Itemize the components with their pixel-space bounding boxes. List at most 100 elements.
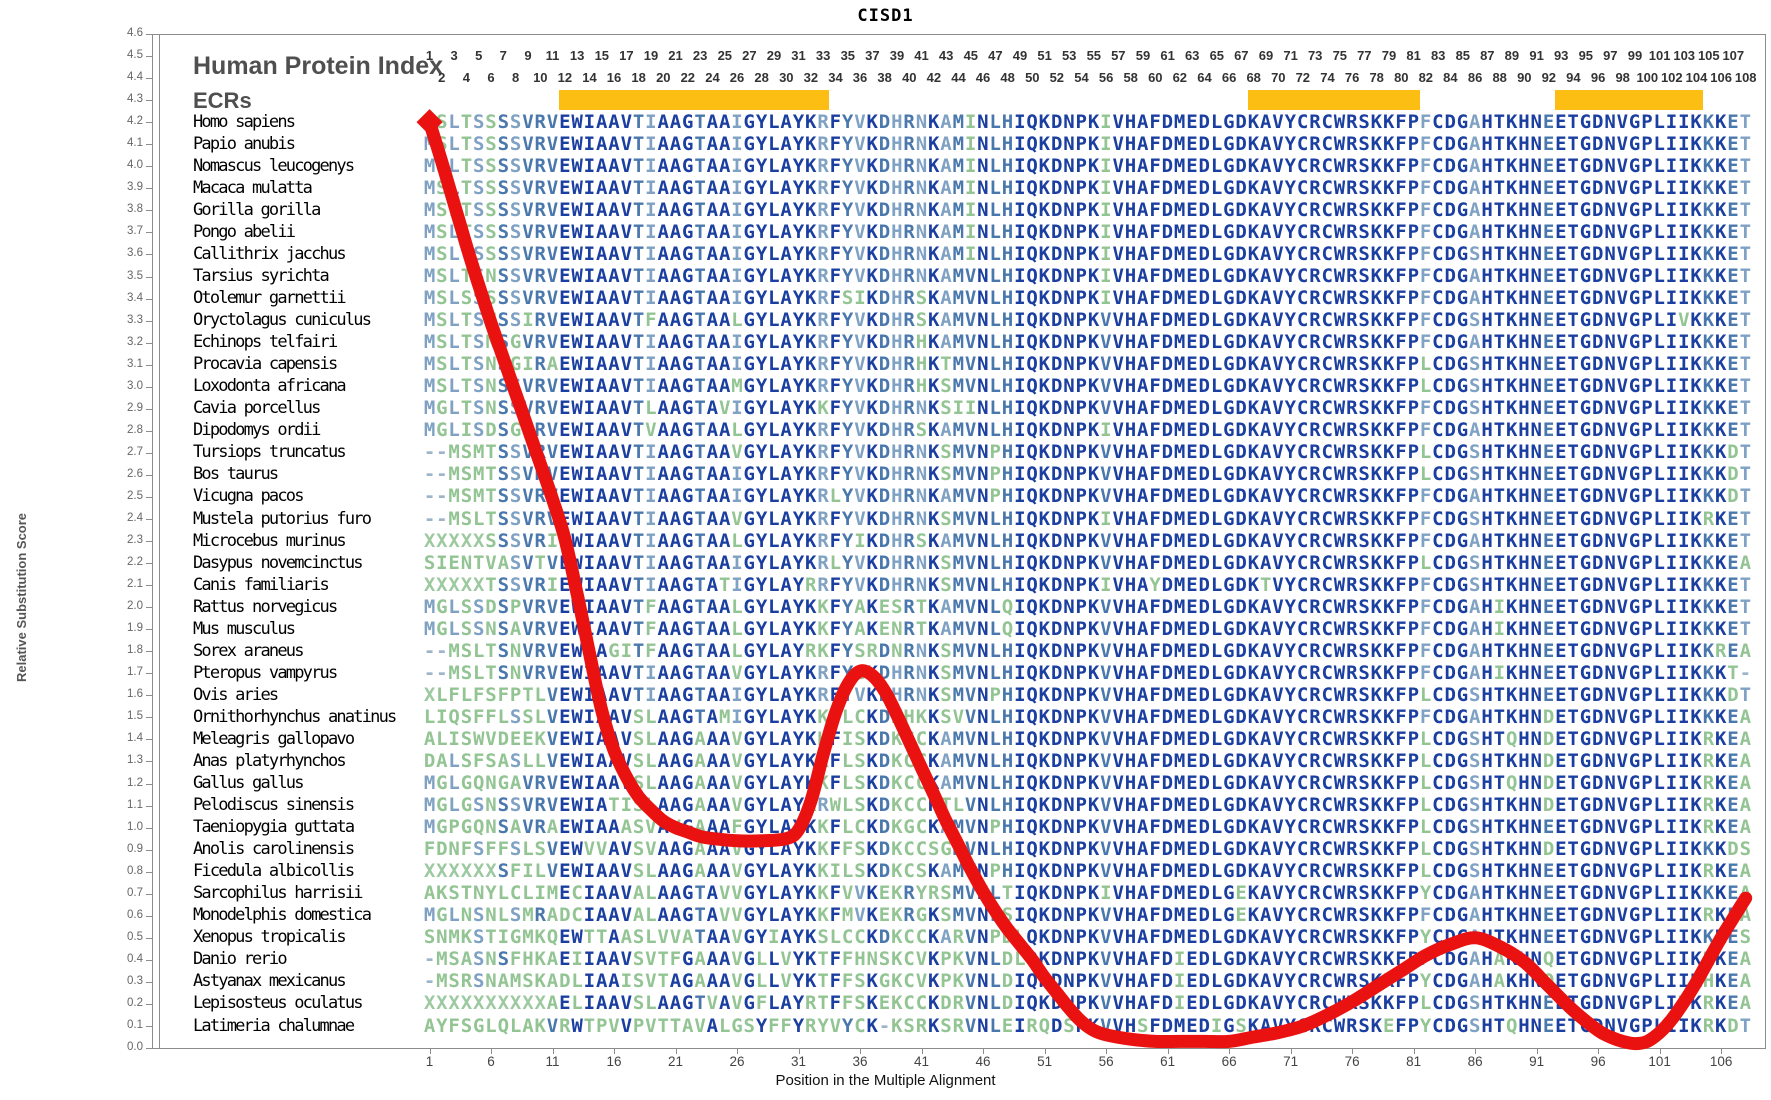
y-tick-label: 1.8 [127,644,143,657]
ruler-number: 63 [1184,48,1200,63]
ruler-number: 59 [1135,48,1151,63]
species-name: Gorilla gorilla [193,199,321,220]
x-tick-label: 51 [1037,1054,1053,1069]
ruler-number: 54 [1074,70,1089,85]
y-tick-label: 2.8 [127,423,143,436]
sequence-row: MSLTSSSSVRVEWIAAVTIAAGTAAIGYLAYKRFYVKDHR… [423,176,1752,199]
sequence-row: MGLNSNLSMRADCIAAVALAAGTAVVGYLAYKKFMVKEKR… [423,904,1752,927]
ruler-number: 79 [1381,48,1397,63]
ruler-number: 92 [1541,70,1557,85]
x-tick [1721,1048,1723,1054]
sequence-row: XXXXXXXXXXAELIAAVSLAAGTVAVGFLAYRTFFSKEKC… [423,992,1752,1015]
ruler-number: 34 [828,70,843,85]
sequence-row: DALSFSASLLVEWIAAVSLAAGAAAVGYLAYKKFLSKDKC… [423,749,1752,772]
y-tick [146,519,152,520]
ruler-number: 103 [1673,48,1696,63]
ruler-number: 18 [631,70,646,85]
y-tick [146,1048,152,1049]
ruler-number: 47 [988,48,1003,63]
ruler-number: 10 [533,70,548,85]
ruler-number: 38 [877,70,892,85]
ruler-number: 8 [511,70,520,85]
ruler-number: 53 [1061,48,1077,63]
x-tick [1598,1048,1600,1054]
sequence-row: MSLTSSSSVRVEWIAAVTIAAGTAAIGYLAYKRFYVKDHR… [423,132,1752,155]
ruler-number: 106 [1710,70,1732,85]
y-tick-label: 0.5 [127,930,143,943]
y-tick [146,210,152,212]
y-tick [146,783,152,785]
y-tick [146,474,152,476]
y-tick-label: 4.2 [127,115,143,128]
y-tick-label: 3.8 [127,203,143,216]
sequence-row: LIQSFFLSSLVEWIAAVSLAAGTAMIGYLAYKKFLCKDKH… [423,705,1752,728]
ruler-number: 83 [1430,48,1446,63]
y-tick-label: 1.4 [127,732,143,745]
species-name: Ornithorhynchus anatinus [193,706,397,727]
species-name: Macaca mulatta [193,177,313,198]
y-tick-label: 1.5 [127,710,143,723]
y-tick [146,981,152,983]
ruler-number: 65 [1209,48,1225,63]
species-name: Pongo abelii [193,221,296,242]
y-tick-label: 0.7 [127,886,143,899]
x-axis-line [152,1048,1766,1049]
y-tick [146,761,152,763]
species-name: Anas platyrhynchos [193,750,347,771]
ruler-number: 17 [619,48,634,63]
y-tick [146,144,152,146]
x-tick-label: 16 [606,1054,622,1069]
y-tick [146,1026,152,1027]
ruler-number: 25 [717,48,733,63]
species-name: Rattus norvegicus [193,596,338,617]
sequence-row: MSLTSSSSVRVEWIAAVTIAAGTAAIGYLAYKRFYVKDHR… [423,242,1752,265]
species-name: Gallus gallus [193,773,304,793]
ruler-number: 85 [1455,48,1471,63]
ruler-number: 26 [729,70,745,85]
y-tick [146,386,152,388]
x-tick-label: 91 [1529,1054,1545,1069]
y-tick [146,298,152,300]
ruler-number: 56 [1098,70,1114,85]
species-name: Sorex araneus [193,640,304,661]
sequence-row: --MSMTSSVRVEWIAAVTIAAGTAAIGYLAYKRFYVKDHR… [423,463,1752,486]
y-tick-label: 3.3 [127,313,143,326]
sequence-row: SIENTVASVTVEWIAAVTIAAGTAAIGYLAYKRLYVKDHR… [423,551,1752,574]
y-tick [146,232,152,234]
y-tick-label: 1.2 [127,776,143,789]
sequence-row: MSLTSNSSIRVEWIAAVTFAAGTAALGYLAYKRFYVKDHR… [423,309,1752,332]
ruler-number: 48 [1000,70,1015,85]
species-name: Pelodiscus sinensis [193,795,355,815]
sequence-row: XXXXXSSSVRIEWIAAVTIAAGTAALGYLAYKRFYIKDHR… [423,529,1752,552]
ruler-number: 97 [1603,48,1618,63]
y-tick [146,78,152,80]
y-tick [146,430,152,432]
x-tick-label: 11 [545,1054,560,1069]
x-tick [1106,1048,1108,1054]
y-tick [146,563,152,564]
sequence-row: MSLTSNSGVRVEWIAAVTIAAGTAAIGYLAYKRFYVKDHR… [423,331,1752,354]
y-tick [146,673,152,675]
ruler-number: 33 [815,48,831,63]
ruler-number: 90 [1517,70,1532,85]
sequence-row: MSLTSNSSVRVEWIAAVTIAAGTAAMGYLAYKRFYVKDHR… [423,375,1752,398]
sequence-row: ALISWVDEEKVEWIAAVSLAAGAAAVGYLAYKKFISKDKC… [423,727,1752,750]
y-tick-label: 2.3 [127,534,143,546]
ruler-number: 30 [779,70,794,85]
x-tick [491,1048,492,1054]
y-tick [146,717,152,719]
y-tick-label: 2.4 [127,512,143,524]
y-tick-label: 0.3 [127,974,143,987]
species-name: Canis familiaris [193,574,330,595]
y-tick-label: 0.6 [127,908,143,921]
y-tick-label: 2.0 [127,600,143,613]
ruler-number: 16 [606,70,622,85]
ruler-number: 66 [1221,70,1237,85]
species-name: Xenopus tropicalis [193,927,347,948]
species-name: Otolemur garnettii [193,288,347,308]
ruler-number: 9 [524,48,532,63]
x-tick-label: 76 [1344,1054,1360,1069]
y-tick [146,893,152,895]
species-name: Danio rerio [193,949,288,970]
ruler-number: 58 [1123,70,1138,85]
